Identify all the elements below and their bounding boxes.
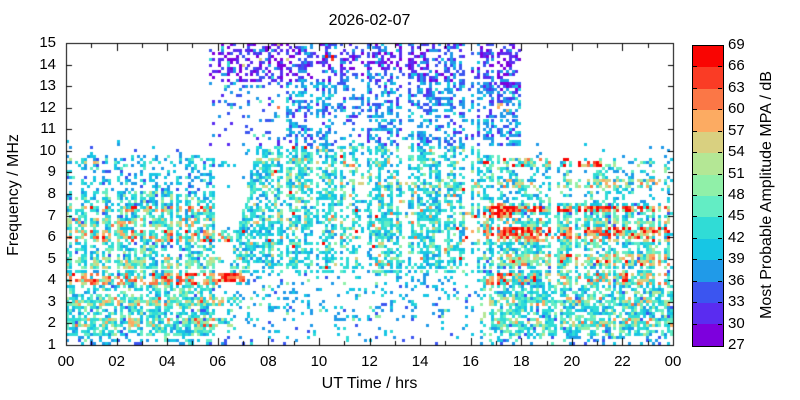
colorbar-tick-mark [693,302,697,303]
colorbar-tick-label: 27 [728,336,745,353]
colorbar-tick-mark [718,302,722,303]
colorbar-tick-label: 33 [728,293,745,311]
colorbar-tick-label: 48 [728,186,745,203]
colorbar-segment [693,88,723,111]
x-tick-label: 06 [209,353,227,370]
colorbar-tick-mark [693,281,697,282]
x-tick-label: 12 [361,353,378,370]
colorbar-tick-mark [693,195,697,196]
x-tick-label: 00 [57,353,75,370]
colorbar-tick-mark [693,109,697,110]
x-tick-label: 08 [259,353,277,370]
chart-title: 2026-02-07 [328,12,411,29]
colorbar-tick-label: 42 [728,228,745,246]
colorbar-segment [693,260,723,282]
colorbar-tick-mark [718,238,722,239]
y-tick-label: 6 [47,228,56,246]
colorbar-segment [693,217,723,239]
colorbar-tick-mark [693,88,697,89]
colorbar-tick-mark [718,66,722,67]
y-tick-label: 15 [39,34,56,51]
y-tick-label: 9 [47,163,56,181]
colorbar-tick-mark [693,324,697,325]
colorbar-segment [693,46,723,68]
colorbar-segment [693,281,723,304]
colorbar-tick-mark [718,216,722,217]
colorbar-segment [693,303,723,325]
x-tick-label: 18 [512,353,530,370]
x-tick-label: 16 [462,353,479,370]
colorbar-tick-mark [718,88,722,89]
colorbar-tick-mark [693,238,697,239]
y-tick-label: 12 [39,98,56,116]
colorbar-tick-label: 66 [728,57,745,75]
colorbar-segment [693,324,723,346]
colorbar-tick-mark [693,131,697,132]
y-axis-label: Frequency / MHz [5,134,22,256]
colorbar-tick-mark [693,216,697,217]
colorbar-tick-mark [718,324,722,325]
colorbar-segment [693,131,723,154]
colorbar-tick-mark [693,66,697,67]
colorbar-tick-mark [718,131,722,132]
colorbar-tick-mark [718,152,722,153]
colorbar-tick-label: 54 [728,143,745,161]
colorbar-segment [693,174,723,196]
colorbar-tick-label: 57 [728,121,745,139]
x-tick-label: 14 [411,353,429,370]
colorbar-tick-label: 63 [728,78,745,96]
y-tick-label: 3 [47,292,56,310]
y-tick-label: 4 [47,271,56,289]
y-tick-label: 2 [47,314,56,332]
x-tick-label: 02 [108,353,125,370]
colorbar [692,45,724,347]
y-tick-label: 7 [47,206,56,224]
y-tick-label: 11 [40,120,56,138]
x-tick-label: 10 [310,353,328,370]
colorbar-tick-mark [718,174,722,175]
colorbar-segment [693,67,723,89]
x-tick-label: 20 [563,353,581,370]
colorbar-segment [693,195,723,218]
colorbar-tick-label: 51 [728,164,745,182]
colorbar-tick-label: 36 [728,271,745,289]
colorbar-tick-mark [718,259,722,260]
x-tick-label: 22 [614,353,631,370]
colorbar-tick-label: 60 [728,100,745,118]
y-tick-label: 14 [39,55,56,73]
colorbar-tick-label: 39 [728,250,745,268]
colorbar-tick-mark [693,174,697,175]
colorbar-label: Most Probable Amplitude MPA / dB [758,71,775,319]
y-tick-label: 1 [47,336,56,353]
y-tick-label: 10 [39,141,56,159]
colorbar-tick-label: 69 [728,36,745,53]
colorbar-segment [693,153,723,175]
x-axis-label: UT Time / hrs [321,375,418,392]
y-tick-label: 5 [47,249,56,267]
colorbar-tick-mark [693,259,697,260]
colorbar-tick-mark [718,109,722,110]
colorbar-tick-mark [693,152,697,153]
colorbar-tick-label: 30 [728,314,745,332]
x-tick-label: 00 [664,353,682,370]
colorbar-tick-label: 45 [728,207,745,225]
colorbar-segment [693,238,723,261]
x-tick-label: 04 [158,353,176,370]
y-tick-label: 13 [39,77,56,95]
colorbar-segment [693,110,723,132]
y-tick-label: 8 [47,185,56,202]
colorbar-tick-mark [718,195,722,196]
colorbar-tick-mark [718,281,722,282]
